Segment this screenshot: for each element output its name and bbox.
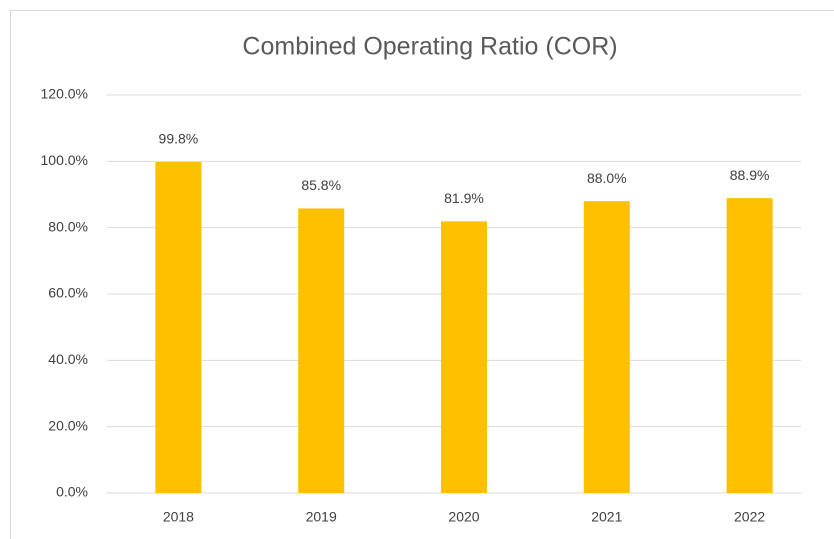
x-tick-label: 2021 [591, 509, 622, 525]
value-label: 81.9% [444, 190, 484, 206]
y-tick-label: 100.0% [41, 152, 88, 168]
bar [155, 161, 202, 493]
chart-border [10, 10, 834, 539]
value-label: 99.8% [159, 131, 199, 147]
y-tick-label: 120.0% [41, 86, 88, 102]
bar [298, 208, 345, 493]
y-tick-label: 40.0% [48, 351, 88, 367]
value-label: 85.8% [301, 177, 341, 193]
y-tick-label: 60.0% [48, 285, 88, 301]
y-tick-label: 80.0% [48, 218, 88, 234]
x-tick-label: 2018 [163, 509, 194, 525]
chart-title: Combined Operating Ratio (COR) [242, 33, 617, 61]
x-tick-label: 2020 [448, 509, 479, 525]
y-tick-label: 20.0% [48, 417, 88, 433]
x-tick-label: 2022 [734, 509, 765, 525]
bar [726, 198, 773, 494]
value-label: 88.0% [587, 170, 627, 186]
value-label: 88.9% [730, 167, 770, 183]
bar [583, 201, 630, 493]
y-tick-label: 0.0% [56, 484, 88, 500]
bar [441, 221, 487, 494]
x-tick-label: 2019 [306, 509, 337, 525]
